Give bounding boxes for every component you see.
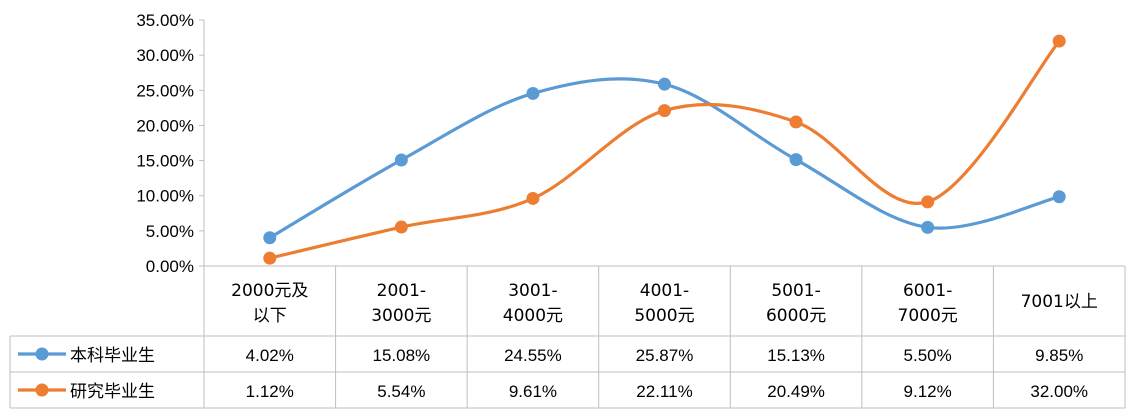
legend-label: 研究毕业生 — [70, 382, 155, 402]
series-1-point — [1052, 190, 1066, 204]
series-1-point — [921, 220, 935, 234]
series-layer — [263, 34, 1066, 265]
table-cell-value: 4.02% — [246, 346, 294, 365]
series-2-point — [1052, 34, 1066, 48]
series-1-point — [526, 86, 540, 100]
y-tick-label: 35.00% — [136, 11, 194, 30]
series-1-point — [789, 153, 803, 167]
y-tick-label: 5.00% — [146, 222, 194, 241]
y-tick-label: 0.00% — [146, 257, 194, 276]
category-label: 2001- — [377, 281, 426, 301]
category-label: 3001- — [508, 281, 557, 301]
y-tick-label: 15.00% — [136, 152, 194, 171]
category-label: 2000元及 — [231, 281, 308, 301]
table-cell-value: 32.00% — [1030, 382, 1088, 401]
table-cell-value: 1.12% — [246, 382, 294, 401]
table-cell-value: 25.87% — [636, 346, 694, 365]
series-2-point — [394, 220, 408, 234]
legend-key-marker — [35, 383, 49, 397]
axis-layer: 0.00% 5.00% 10.00% 15.00% 20.00% 25.00% 30.00%… — [136, 11, 1125, 276]
series-line-2 — [268, 39, 1061, 260]
table-cell-value: 15.08% — [373, 346, 431, 365]
y-tick-label: 30.00% — [136, 46, 194, 65]
series-1-point — [658, 77, 671, 91]
category-label: 以下 — [253, 306, 287, 326]
category-label: 4001- — [640, 281, 689, 301]
category-label: 6001- — [903, 281, 952, 301]
table-cell-value: 5.54% — [377, 382, 425, 401]
series-1-point — [394, 153, 408, 167]
category-label: 4000元 — [503, 306, 563, 326]
y-tick-label: 20.00% — [136, 116, 194, 135]
table-cell-value: 22.11% — [636, 382, 692, 401]
series-2-point — [263, 251, 277, 265]
category-label: 6000元 — [766, 306, 826, 326]
y-tick-label: 25.00% — [136, 81, 194, 100]
series-line-1 — [268, 77, 1061, 240]
table-cell-value: 9.85% — [1035, 346, 1083, 365]
table-cell-value: 15.13% — [767, 346, 825, 365]
series-2-point — [526, 191, 540, 205]
series-2-point — [921, 195, 935, 209]
series-2-point — [789, 115, 803, 129]
table-cell-value: 24.55% — [504, 346, 562, 365]
legend-label: 本科毕业生 — [70, 346, 155, 366]
y-tick-label: 10.00% — [136, 187, 194, 206]
category-label: 3000元 — [371, 306, 431, 326]
legend-key-marker — [35, 347, 49, 361]
table-cell-value: 9.61% — [509, 382, 557, 401]
category-label: 7000元 — [898, 306, 958, 326]
category-label: 5001- — [771, 281, 820, 301]
series-2-point — [658, 104, 671, 118]
table-cell-value: 20.49% — [767, 382, 825, 401]
series-1-point — [263, 231, 277, 245]
category-label: 5000元 — [634, 306, 694, 326]
category-label: 7001以上 — [1021, 292, 1098, 312]
table-cell-value: 9.12% — [904, 382, 952, 401]
table-cell-value: 5.50% — [904, 346, 952, 365]
